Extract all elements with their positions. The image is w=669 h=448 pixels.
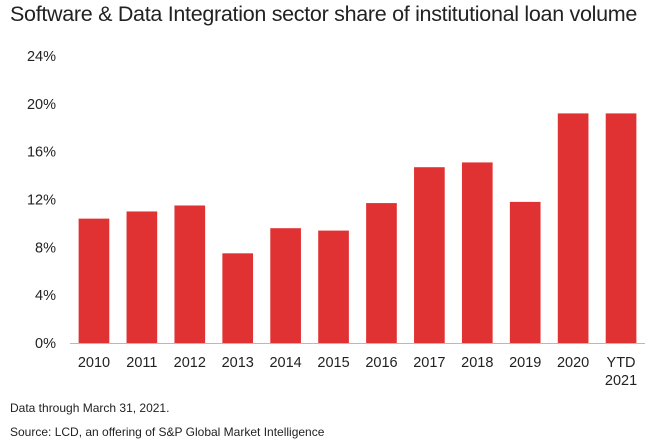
x-tick-label: 2015 <box>317 355 349 371</box>
bar <box>126 211 158 343</box>
x-axis: 2010 2011 2012 2013 2014 2015 2016 2017 2018 2019… <box>70 343 645 389</box>
x-tick-label: 2020 <box>557 355 589 371</box>
x-tick-label: 2021 <box>605 373 637 389</box>
bar <box>557 113 589 344</box>
source-note: Source: LCD, an offering of S&P Global M… <box>10 425 325 439</box>
y-tick-label: 24% <box>27 49 56 65</box>
y-axis: 0% 4% 8% 12% 16% 20% 24% <box>27 49 56 352</box>
bar <box>174 205 206 343</box>
y-tick-label: 0% <box>35 336 56 352</box>
bar <box>318 230 349 343</box>
x-tick-label: 2014 <box>269 355 301 371</box>
bar-chart: 0%4%8%12%16%20%24% 2010 2011 2012 2013 2014 2… <box>27 49 645 389</box>
bar <box>605 113 637 344</box>
bar <box>366 203 397 343</box>
chart-title: Software & Data Integration sector share… <box>10 2 638 26</box>
x-tick-label: 2019 <box>509 355 541 371</box>
x-tick-label: 2011 <box>126 355 157 371</box>
bars <box>78 113 637 344</box>
data-note: Data through March 31, 2021. <box>10 401 170 415</box>
x-tick-label: 2018 <box>461 355 493 371</box>
bar <box>78 218 110 343</box>
y-tick-label: 16% <box>27 145 56 161</box>
bar <box>461 162 493 343</box>
y-tick-label: 4% <box>35 288 56 304</box>
y-tick-label: 8% <box>35 240 56 256</box>
x-tick-label: 2012 <box>174 355 206 371</box>
y-tick-label: 20% <box>27 97 56 113</box>
bar <box>222 253 254 343</box>
bar <box>414 167 445 343</box>
x-tick-label: 2017 <box>413 355 445 371</box>
x-tick-label: 2010 <box>78 355 110 371</box>
bar <box>270 228 301 343</box>
y-tick-label: 12% <box>27 193 56 209</box>
x-tick-label: 2016 <box>365 355 397 371</box>
x-tick-label: 2013 <box>222 355 254 371</box>
x-tick-label: YTD <box>607 355 636 371</box>
bar <box>509 201 541 343</box>
